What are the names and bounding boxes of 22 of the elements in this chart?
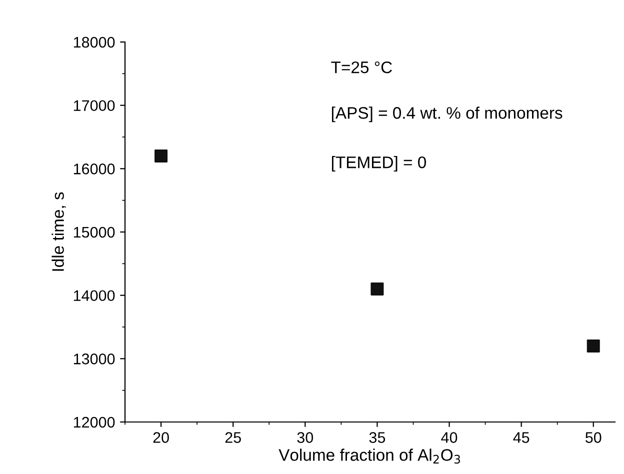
x-tick-label: 25 <box>225 432 241 443</box>
x-tick-label: 20 <box>153 432 169 443</box>
annotation: T=25 °C <box>331 61 392 74</box>
y-axis-title: Idle time, s <box>52 192 66 271</box>
annotation: [TEMED] = 0 <box>332 156 426 172</box>
y-tick-label: 16000 <box>74 164 115 174</box>
x-tick-label: 40 <box>441 432 458 443</box>
point <box>154 149 168 163</box>
y-tick-label: 14000 <box>74 290 115 302</box>
y-tick-label: 12000 <box>74 416 115 428</box>
point <box>370 282 384 296</box>
y-tick-label: 17000 <box>74 100 115 112</box>
x-tick-label: 35 <box>369 432 386 443</box>
point <box>586 339 600 353</box>
x-tick-label: 50 <box>586 432 602 443</box>
y-tick-label: 18000 <box>74 36 115 48</box>
y-tick-label: 15000 <box>74 226 115 238</box>
x-tick-label: 30 <box>297 432 314 443</box>
x-tick-label: 45 <box>513 432 530 443</box>
annotation: [APS] = 0.4 wt. % of monomers <box>332 106 562 122</box>
x-axis-title: Volume fraction of Al$_{2}$O$_{3}$ <box>278 448 460 464</box>
y-tick-label: 13000 <box>74 354 115 364</box>
